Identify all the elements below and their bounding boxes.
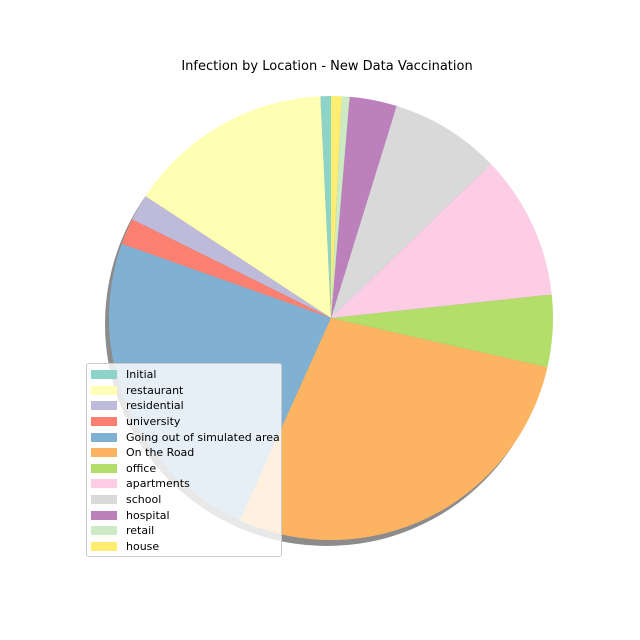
- legend-swatch: [91, 432, 117, 442]
- legend-item: office: [91, 461, 281, 477]
- legend-label: On the Road: [126, 446, 195, 460]
- pie-slice-retail: [331, 96, 350, 318]
- legend-swatch: [91, 417, 117, 427]
- legend-label: office: [126, 461, 157, 475]
- legend-label: residential: [126, 399, 184, 413]
- legend: Initial restaurant residential university Go…: [86, 363, 282, 558]
- pie-slice-residential: [132, 196, 331, 318]
- legend-item: residential: [91, 398, 281, 414]
- legend-item: Going out of simulated area: [91, 429, 281, 445]
- pie-slice-house: [331, 96, 342, 318]
- legend-item: school: [91, 492, 281, 508]
- pie-slice-school: [331, 105, 491, 318]
- legend-item: retail: [91, 523, 281, 539]
- legend-label: house: [126, 539, 160, 553]
- legend-swatch: [91, 370, 117, 380]
- legend-swatch: [91, 401, 117, 411]
- legend-label: university: [126, 415, 181, 429]
- legend-item: apartments: [91, 476, 281, 492]
- legend-swatch: [91, 526, 117, 536]
- pie-slices: [108, 96, 553, 541]
- legend-label: Going out of simulated area: [126, 430, 280, 444]
- chart-title: Infection by Location - New Data Vaccina…: [181, 59, 472, 74]
- legend-label: restaurant: [126, 383, 184, 397]
- pie-slice-on-the-road: [239, 318, 548, 541]
- legend-item: On the Road: [91, 445, 281, 461]
- legend-item: hospital: [91, 507, 281, 523]
- pie-slice-restaurant: [145, 96, 331, 318]
- legend-item: Initial: [91, 367, 281, 383]
- legend-label: school: [126, 493, 162, 507]
- legend-swatch: [91, 510, 117, 520]
- legend-label: hospital: [126, 508, 170, 522]
- legend-item: house: [91, 539, 281, 555]
- legend-swatch: [91, 385, 117, 395]
- pie-slice-hospital: [331, 96, 397, 318]
- legend-label: apartments: [126, 477, 190, 491]
- legend-swatch: [91, 448, 117, 458]
- legend-swatch: [91, 541, 117, 551]
- pie-slice-office: [331, 294, 553, 368]
- legend-swatch: [91, 463, 117, 473]
- legend-item: restaurant: [91, 383, 281, 399]
- pie-slice-initial: [320, 96, 331, 318]
- pie-slice-apartments: [331, 163, 552, 318]
- legend-swatch: [91, 495, 117, 505]
- legend-item: university: [91, 414, 281, 430]
- legend-label: Initial: [126, 368, 157, 382]
- legend-swatch: [91, 479, 117, 489]
- legend-label: retail: [126, 524, 155, 538]
- pie-slice-university: [121, 219, 331, 318]
